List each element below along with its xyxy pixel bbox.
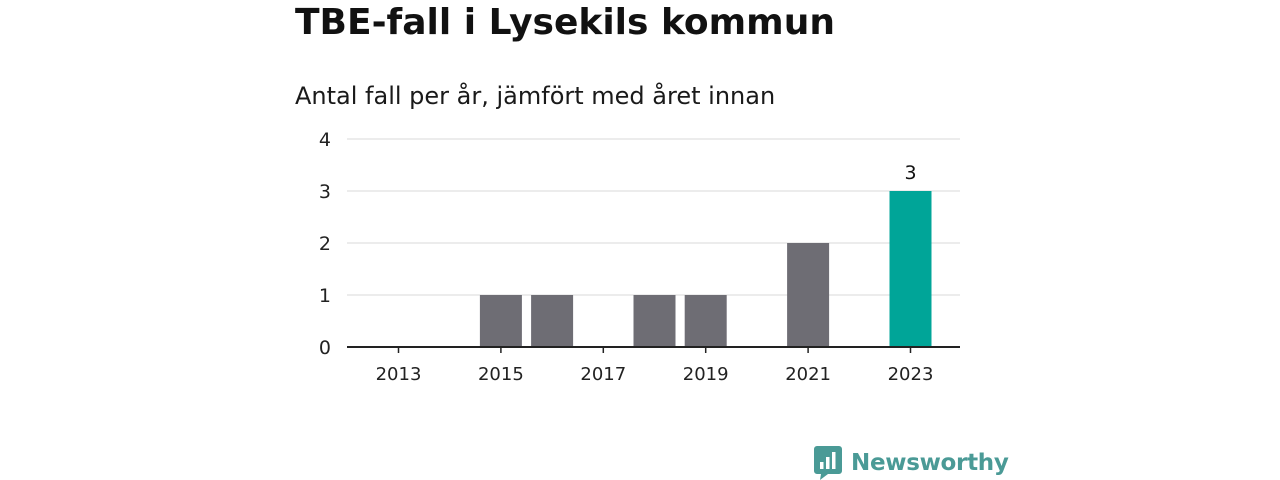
bar-2023 xyxy=(889,191,932,347)
brand-name: Newsworthy xyxy=(851,450,1009,476)
bar-chart-speech-bubble-icon xyxy=(814,446,842,480)
y-tick-label: 0 xyxy=(319,337,331,359)
bar-2021 xyxy=(787,243,830,347)
value-label-2023: 3 xyxy=(904,162,916,184)
y-tick-label: 2 xyxy=(319,233,331,255)
bar-2018 xyxy=(633,295,676,347)
bar-2019 xyxy=(684,295,727,347)
x-tick-label: 2013 xyxy=(376,364,422,385)
chart-title: TBE-fall i Lysekils kommun xyxy=(295,2,835,43)
x-tick-label: 2015 xyxy=(478,364,524,385)
newsworthy-logo: Newsworthy xyxy=(814,446,1009,480)
y-tick-label: 4 xyxy=(319,129,331,151)
chart-subtitle: Antal fall per år, jämfört med året inna… xyxy=(295,82,776,110)
y-tick-label: 3 xyxy=(319,181,331,203)
x-tick-label: 2017 xyxy=(580,364,626,385)
bar-2016 xyxy=(531,295,574,347)
x-tick-label: 2021 xyxy=(785,364,831,385)
bar-2015 xyxy=(479,295,522,347)
x-tick-label: 2023 xyxy=(888,364,934,385)
y-tick-label: 1 xyxy=(319,285,331,307)
x-tick-label: 2019 xyxy=(683,364,729,385)
